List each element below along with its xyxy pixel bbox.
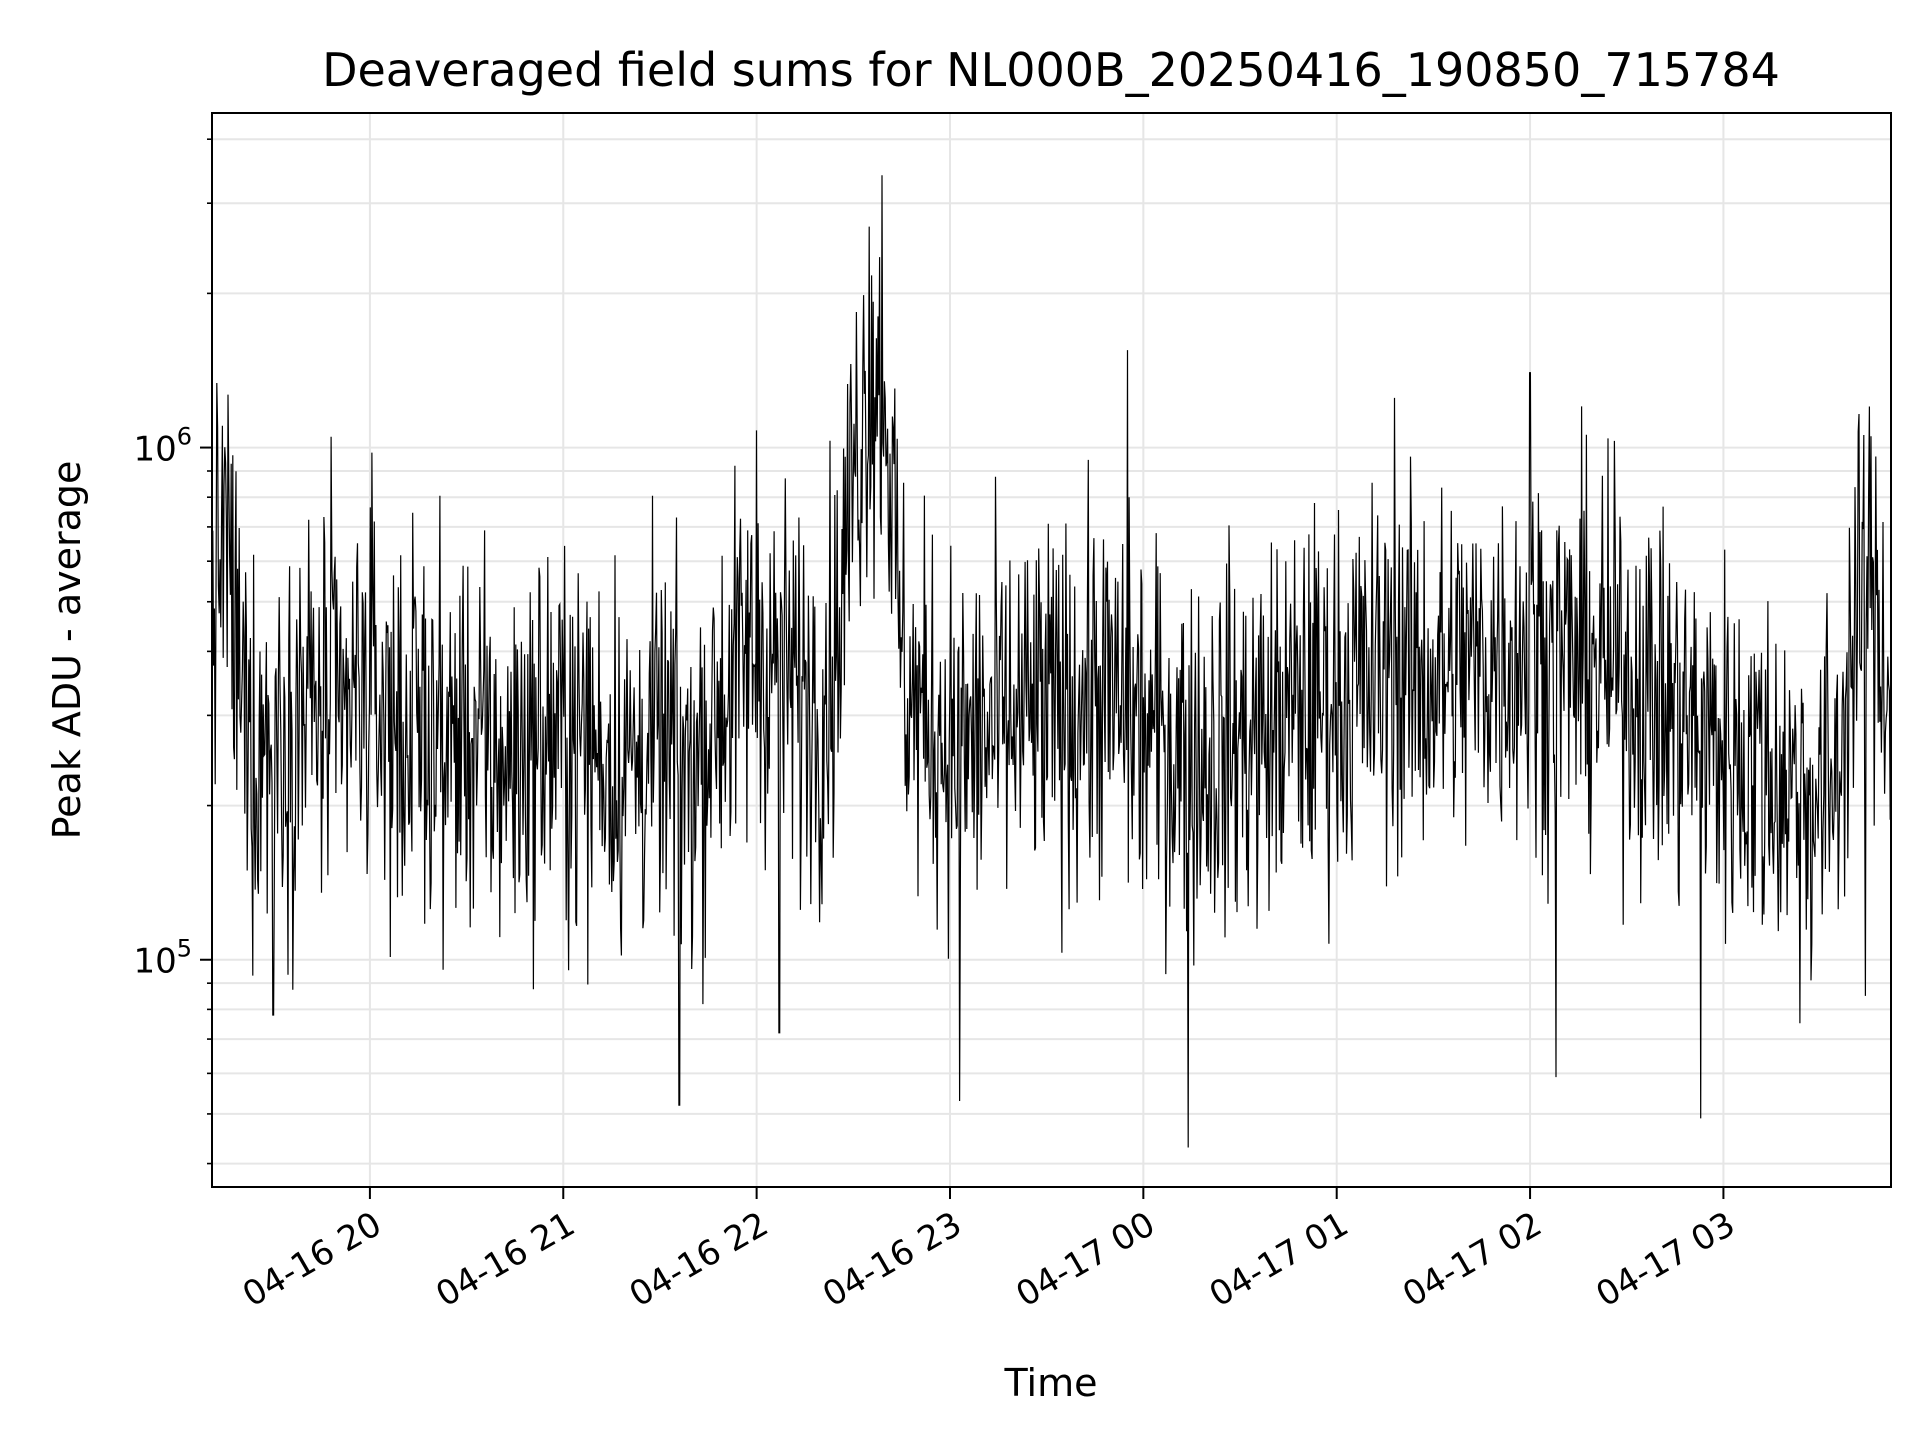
plot-frame [211, 112, 1892, 1188]
y-tick-label: 106 [133, 423, 192, 470]
y-tick-label: 105 [133, 935, 192, 982]
chart-title: Deaveraged field sums for NL000B_2025041… [322, 43, 1780, 97]
series-line [211, 175, 1892, 1148]
x-axis-label: Time [1004, 1361, 1098, 1405]
y-axis-ticks: 105 106 [133, 138, 212, 1165]
y-axis-label: Peak ADU - average [45, 461, 89, 840]
plot-area [211, 175, 1892, 1148]
